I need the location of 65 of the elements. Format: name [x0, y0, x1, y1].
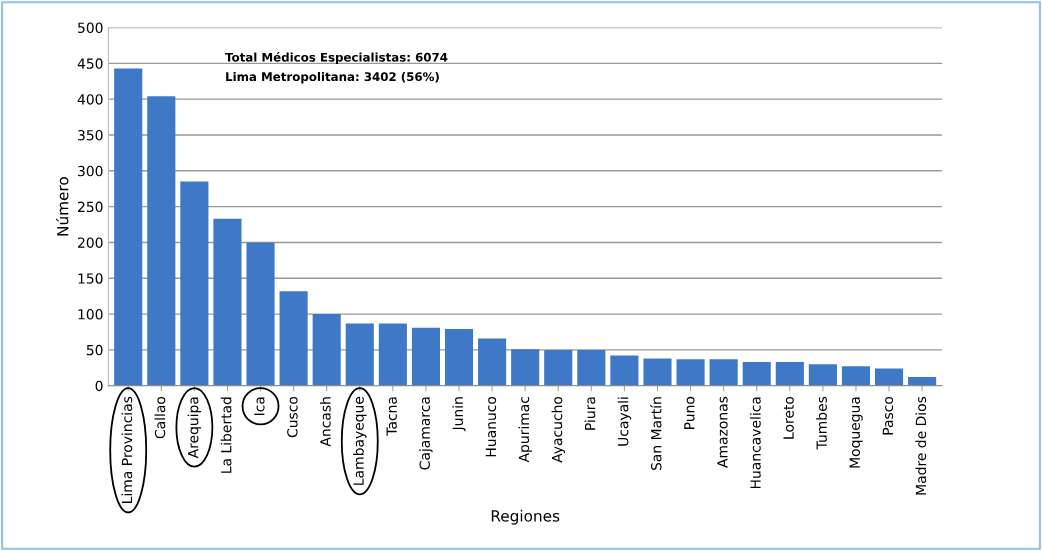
bar	[908, 377, 937, 386]
x-tick-label: Tacna	[386, 397, 397, 436]
x-tick-label: Apurimac	[518, 396, 532, 463]
bar	[444, 329, 474, 386]
bar	[511, 349, 540, 386]
y-tick-label: 450	[77, 58, 103, 69]
y-tick-label: 300	[78, 165, 103, 177]
x-tick-label: Moquegua	[849, 397, 863, 468]
bar	[279, 291, 308, 386]
y-tick-label: 350	[78, 129, 103, 141]
bar	[378, 323, 407, 386]
bar	[709, 359, 738, 386]
bar	[147, 96, 176, 386]
x-tick-label: Callao	[154, 396, 166, 439]
y-tick-label: 500	[78, 22, 103, 34]
x-tick-label: Ayacucho	[551, 396, 565, 463]
x-tick-label: La Libertad	[220, 397, 232, 473]
bar	[874, 368, 904, 386]
bar	[114, 68, 143, 386]
bar	[544, 349, 573, 386]
bar	[808, 364, 837, 386]
x-tick-label: Amazonas	[717, 396, 728, 468]
bar	[610, 355, 639, 386]
x-tick-label: Piura	[584, 397, 596, 430]
bar	[312, 314, 341, 386]
x-tick-label: Huanuco	[485, 396, 497, 457]
y-tick-label: 400	[77, 94, 103, 105]
x-tick-label: Lambayeque	[353, 396, 367, 485]
bar	[180, 181, 209, 386]
y-tick-label: 150	[78, 273, 103, 284]
y-tick-label: 50	[86, 344, 103, 356]
bar	[345, 323, 374, 386]
x-tick-label: Ancash	[319, 397, 331, 447]
bar	[213, 218, 242, 386]
x-tick-label: San Martín	[650, 397, 662, 471]
x-tick-label: Tumbes	[816, 396, 827, 450]
x-tick-label: Loreto	[783, 396, 794, 439]
x-tick-label: Madre de Dios	[915, 396, 927, 495]
bar	[643, 358, 672, 386]
x-tick-label: Cusco	[287, 396, 298, 438]
y-tick-label: 200	[78, 237, 103, 248]
bar	[841, 366, 871, 386]
x-tick-label: Junin	[452, 397, 466, 432]
bar	[577, 349, 606, 386]
x-tick-label: Pasco	[882, 396, 894, 435]
bar	[676, 359, 705, 386]
x-tick-label: Ica	[254, 397, 265, 415]
x-tick-label: Puno	[684, 396, 695, 429]
x-axis-title: Regiones	[491, 509, 560, 525]
x-tick-label: Ucayali	[617, 397, 632, 446]
x-tick-label: Cajamarca	[419, 397, 433, 470]
bar	[775, 362, 804, 386]
y-tick-label: 250	[78, 201, 103, 213]
bar	[411, 327, 440, 386]
bar	[478, 338, 507, 386]
bar	[246, 242, 275, 386]
x-tick-label: Lima Provincias	[121, 396, 133, 503]
y-tick-label: 0	[95, 380, 103, 392]
bar	[742, 362, 771, 386]
y-axis-title: Número	[56, 177, 69, 236]
annotation: Lima Metropolitana: 3402 (56%)	[226, 71, 439, 84]
annotation: Total Médicos Especialistas: 6074	[225, 52, 448, 64]
y-tick-label: 100	[78, 309, 103, 320]
x-tick-label: Huancavelica	[750, 397, 761, 489]
x-tick-label: Arequipa	[187, 397, 202, 459]
